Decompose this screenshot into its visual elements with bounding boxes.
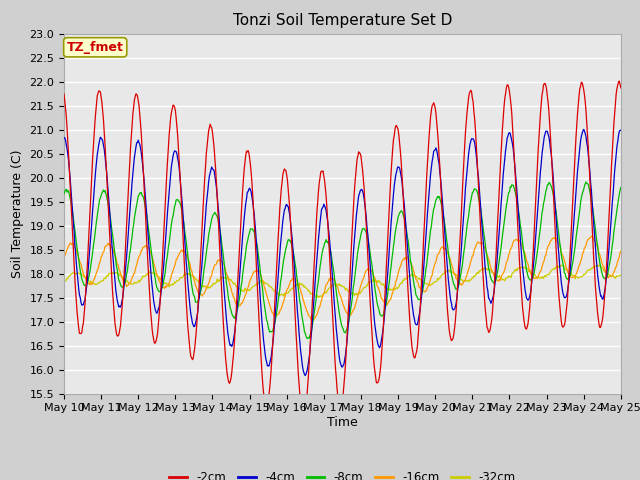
X-axis label: Time: Time bbox=[327, 416, 358, 429]
Legend: -2cm, -4cm, -8cm, -16cm, -32cm: -2cm, -4cm, -8cm, -16cm, -32cm bbox=[164, 466, 520, 480]
Text: TZ_fmet: TZ_fmet bbox=[67, 41, 124, 54]
Title: Tonzi Soil Temperature Set D: Tonzi Soil Temperature Set D bbox=[233, 13, 452, 28]
Y-axis label: Soil Temperature (C): Soil Temperature (C) bbox=[11, 149, 24, 278]
